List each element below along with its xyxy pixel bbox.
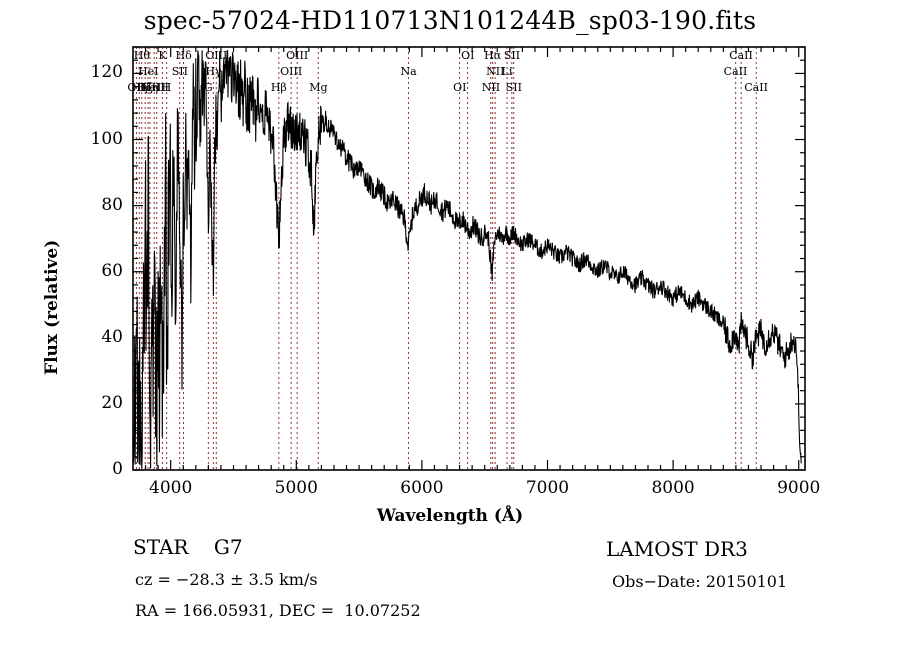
y-tick-label: 0 bbox=[112, 459, 123, 479]
line-label-sii: SII bbox=[503, 49, 521, 62]
x-tick-label: 8000 bbox=[651, 478, 695, 498]
x-tick-label: 6000 bbox=[400, 478, 444, 498]
line-label-hδ: Hδ bbox=[175, 49, 192, 62]
line-label-k: K bbox=[158, 49, 167, 62]
x-axis-title: Wavelength (Å) bbox=[376, 506, 524, 526]
observation-date-text: Obs−Date: 20150101 bbox=[612, 572, 788, 591]
line-label-hα: Hα bbox=[484, 49, 502, 62]
line-label-g: G bbox=[203, 81, 213, 94]
line-label-caii: CaII bbox=[723, 65, 748, 78]
line-label-sii: SII bbox=[171, 65, 188, 78]
line-label-oiii: OIII bbox=[280, 65, 303, 78]
spectrum-trace bbox=[132, 50, 802, 469]
x-tick-label: 9000 bbox=[777, 478, 821, 498]
line-label-neiii: NeIII bbox=[139, 81, 169, 94]
x-tick-label: 4000 bbox=[149, 478, 193, 498]
x-tick-label: 5000 bbox=[274, 478, 318, 498]
axis-frame bbox=[132, 46, 806, 471]
line-label-na: Na bbox=[400, 65, 417, 78]
y-tick-label: 40 bbox=[101, 326, 123, 347]
line-label-hζ: Hζ bbox=[137, 81, 153, 94]
y-tick-label: 60 bbox=[101, 260, 123, 281]
line-label-oii: OII bbox=[127, 81, 146, 94]
line-label-hei: HeI bbox=[138, 65, 159, 78]
line-label-sii: SII bbox=[505, 81, 522, 94]
line-label-oiii: OIII bbox=[205, 49, 228, 62]
line-label-hγ: Hγ bbox=[205, 65, 222, 78]
line-label-oiii: OIII bbox=[286, 49, 309, 62]
y-tick-label: 80 bbox=[101, 194, 123, 215]
line-label-caii: CaII bbox=[729, 49, 753, 62]
line-label-hθ: Hθ bbox=[133, 49, 150, 62]
line-label-oi: OI bbox=[453, 81, 467, 94]
object-class-text: STAR G7 bbox=[133, 535, 243, 559]
line-label-li: Li bbox=[501, 65, 513, 78]
line-label-mg: Mg bbox=[309, 81, 328, 94]
line-label-nii: NII bbox=[481, 81, 501, 94]
x-tick-label: 7000 bbox=[525, 478, 570, 498]
y-axis-title: Flux (relative) bbox=[42, 239, 62, 375]
marker-lines-group bbox=[135, 47, 757, 470]
line-label-hβ: Hβ bbox=[270, 81, 287, 94]
survey-name-text: LAMOST DR3 bbox=[606, 537, 748, 561]
line-label-h: H bbox=[161, 81, 172, 94]
y-tick-label: 100 bbox=[90, 128, 123, 149]
line-label-caii: CaII bbox=[744, 81, 768, 94]
redshift-velocity-text: cz = −28.3 ± 3.5 km/s bbox=[135, 570, 318, 589]
y-tick-label: 20 bbox=[101, 392, 123, 413]
coordinates-text: RA = 166.05931, DEC = 10.07252 bbox=[135, 601, 421, 620]
line-label-h: H bbox=[151, 81, 162, 94]
line-label-hη: Hη bbox=[141, 81, 159, 94]
line-label-nii: NII bbox=[486, 65, 505, 78]
line-label-oi: OI bbox=[461, 49, 475, 62]
page-title: spec-57024-HD110713N101244B_sp03-190.fit… bbox=[143, 6, 757, 35]
y-tick-label: 120 bbox=[90, 62, 123, 83]
line-label-hη: Hη bbox=[131, 81, 148, 94]
